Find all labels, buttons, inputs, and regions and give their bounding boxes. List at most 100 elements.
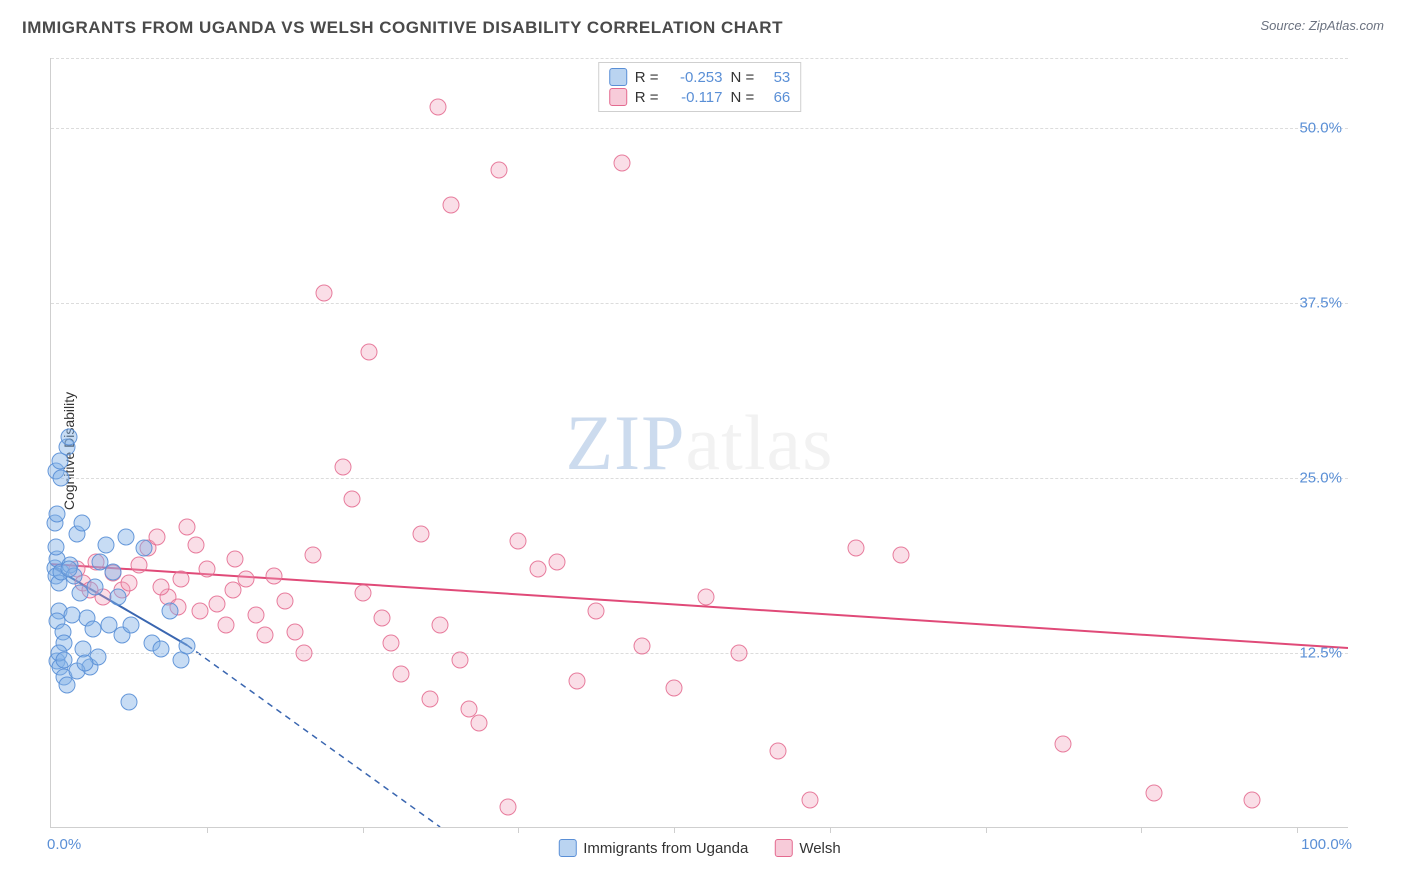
data-point <box>529 561 546 578</box>
data-point <box>248 607 265 624</box>
source-citation: Source: ZipAtlas.com <box>1260 18 1384 33</box>
x-tick-label: 0.0% <box>47 836 81 853</box>
series-legend: Immigrants from Uganda Welsh <box>558 839 840 857</box>
swatch-welsh-icon <box>774 839 792 857</box>
y-tick-label: 50.0% <box>1299 120 1342 137</box>
data-point <box>179 519 196 536</box>
data-point <box>432 617 449 634</box>
data-point <box>633 638 650 655</box>
data-point <box>1243 792 1260 809</box>
data-point <box>412 526 429 543</box>
data-point <box>53 470 70 487</box>
data-point <box>172 570 189 587</box>
data-point <box>588 603 605 620</box>
data-point <box>87 579 104 596</box>
data-point <box>76 654 93 671</box>
data-point <box>698 589 715 606</box>
data-point <box>101 617 118 634</box>
y-tick-label: 12.5% <box>1299 645 1342 662</box>
data-point <box>162 603 179 620</box>
x-tick-label: 100.0% <box>1301 836 1352 853</box>
y-tick-label: 37.5% <box>1299 295 1342 312</box>
scatter-plot: ZIPatlas R = -0.253 N = 53 R = -0.117 N … <box>50 58 1348 828</box>
data-point <box>730 645 747 662</box>
data-point <box>296 645 313 662</box>
legend-label: Immigrants from Uganda <box>583 840 748 857</box>
data-point <box>49 506 66 523</box>
data-point <box>1055 736 1072 753</box>
x-tick <box>830 827 831 833</box>
data-point <box>74 514 91 531</box>
x-tick <box>674 827 675 833</box>
data-point <box>802 792 819 809</box>
data-point <box>58 677 75 694</box>
data-point <box>257 626 274 643</box>
data-point <box>490 162 507 179</box>
data-point <box>769 743 786 760</box>
y-tick-label: 25.0% <box>1299 470 1342 487</box>
data-point <box>666 680 683 697</box>
data-point <box>227 551 244 568</box>
gridline <box>51 303 1348 304</box>
data-point <box>105 563 122 580</box>
data-point <box>361 344 378 361</box>
data-point <box>218 617 235 634</box>
swatch-uganda-icon <box>558 839 576 857</box>
data-point <box>471 715 488 732</box>
watermark: ZIPatlas <box>566 398 834 488</box>
data-point <box>373 610 390 627</box>
data-point <box>335 458 352 475</box>
data-point <box>893 547 910 564</box>
correlation-legend: R = -0.253 N = 53 R = -0.117 N = 66 <box>598 62 802 112</box>
data-point <box>287 624 304 641</box>
data-point <box>499 799 516 816</box>
data-point <box>510 533 527 550</box>
swatch-welsh-icon <box>609 88 627 106</box>
data-point <box>179 638 196 655</box>
data-point <box>192 603 209 620</box>
gridline <box>51 58 1348 59</box>
data-point <box>354 584 371 601</box>
data-point <box>61 429 78 446</box>
data-point <box>153 640 170 657</box>
data-point <box>131 556 148 573</box>
data-point <box>847 540 864 557</box>
data-point <box>123 617 140 634</box>
data-point <box>614 155 631 172</box>
data-point <box>61 561 78 578</box>
data-point <box>549 554 566 571</box>
data-point <box>71 584 88 601</box>
x-tick <box>1297 827 1298 833</box>
gridline <box>51 128 1348 129</box>
data-point <box>451 652 468 669</box>
data-point <box>110 589 127 606</box>
data-point <box>188 537 205 554</box>
data-point <box>442 197 459 214</box>
data-point <box>120 694 137 711</box>
data-point <box>568 673 585 690</box>
data-point <box>422 691 439 708</box>
data-point <box>63 607 80 624</box>
data-point <box>84 621 101 638</box>
gridline <box>51 653 1348 654</box>
data-point <box>209 596 226 613</box>
data-point <box>136 540 153 557</box>
x-tick <box>986 827 987 833</box>
x-tick <box>1141 827 1142 833</box>
data-point <box>198 561 215 578</box>
data-point <box>97 537 114 554</box>
data-point <box>266 568 283 585</box>
trend-lines <box>51 58 1348 827</box>
data-point <box>276 593 293 610</box>
data-point <box>393 666 410 683</box>
data-point <box>118 528 135 545</box>
x-tick <box>363 827 364 833</box>
data-point <box>305 547 322 564</box>
chart-title: IMMIGRANTS FROM UGANDA VS WELSH COGNITIV… <box>22 18 783 38</box>
x-tick <box>207 827 208 833</box>
x-tick <box>518 827 519 833</box>
gridline <box>51 478 1348 479</box>
data-point <box>153 579 170 596</box>
data-point <box>315 285 332 302</box>
data-point <box>48 538 65 555</box>
